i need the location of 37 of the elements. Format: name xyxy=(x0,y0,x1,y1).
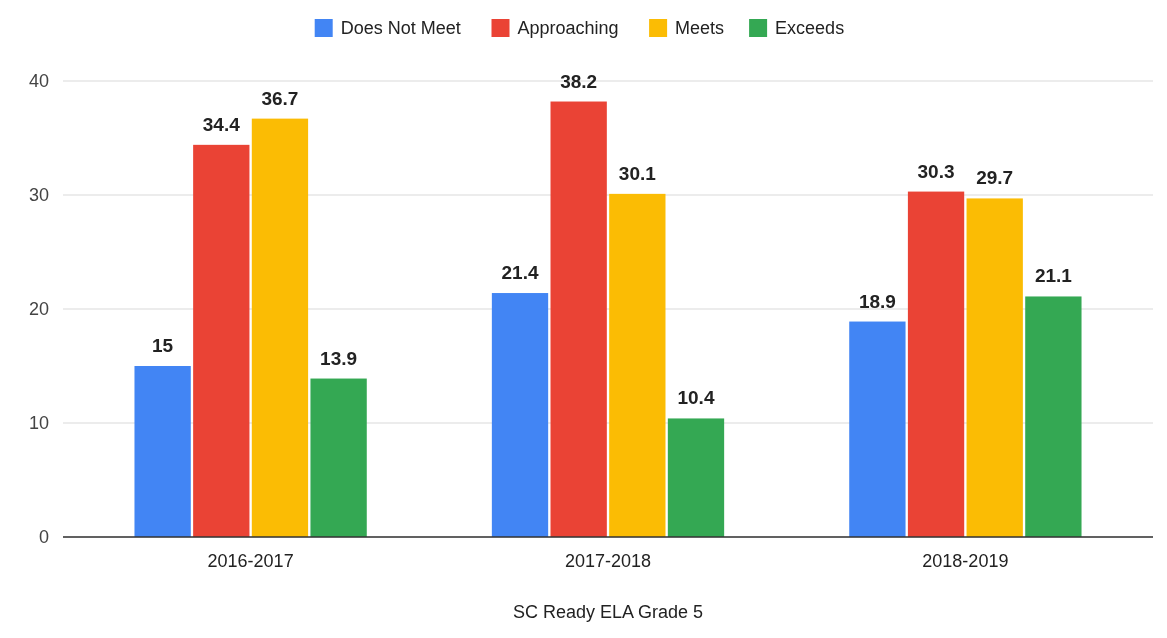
bar xyxy=(550,101,607,537)
x-axis-title: SC Ready ELA Grade 5 xyxy=(512,602,704,622)
x-tick-label: 2016-2017 xyxy=(207,551,294,571)
data-label: 21.1 xyxy=(1034,265,1073,287)
bar xyxy=(907,191,965,537)
bar xyxy=(849,321,906,537)
legend-label: Approaching xyxy=(517,18,619,39)
data-label: 29.7 xyxy=(976,167,1014,189)
legend-label: Exceeds xyxy=(775,18,845,39)
data-label: 30.3 xyxy=(917,160,955,182)
data-label: 36.7 xyxy=(261,87,299,109)
bar xyxy=(193,144,250,537)
data-label: 38.2 xyxy=(560,70,598,92)
legend-label: Does Not Meet xyxy=(340,18,461,39)
legend-label: Meets xyxy=(675,18,725,39)
bar xyxy=(491,293,549,537)
bar xyxy=(966,198,1023,537)
y-tick-label: 30 xyxy=(28,185,49,206)
y-tick-label: 0 xyxy=(38,527,49,548)
bar xyxy=(310,378,367,537)
bar xyxy=(609,193,666,537)
bar xyxy=(1025,296,1082,537)
data-label: 18.9 xyxy=(858,290,896,312)
data-label: 15 xyxy=(152,335,174,356)
data-label: 34.4 xyxy=(202,113,241,135)
bar xyxy=(134,366,191,537)
data-label: 10.4 xyxy=(677,387,715,409)
bar xyxy=(667,418,725,537)
x-tick-label: 2018-2019 xyxy=(922,551,1009,571)
bar xyxy=(251,118,309,537)
data-label: 21.4 xyxy=(501,262,539,284)
y-tick-label: 10 xyxy=(28,413,49,434)
data-label: 13.9 xyxy=(320,347,358,369)
data-label: 30.1 xyxy=(618,162,657,184)
x-tick-label: 2017-2018 xyxy=(564,551,652,571)
y-tick-label: 40 xyxy=(28,71,49,92)
y-tick-label: 20 xyxy=(28,299,49,320)
